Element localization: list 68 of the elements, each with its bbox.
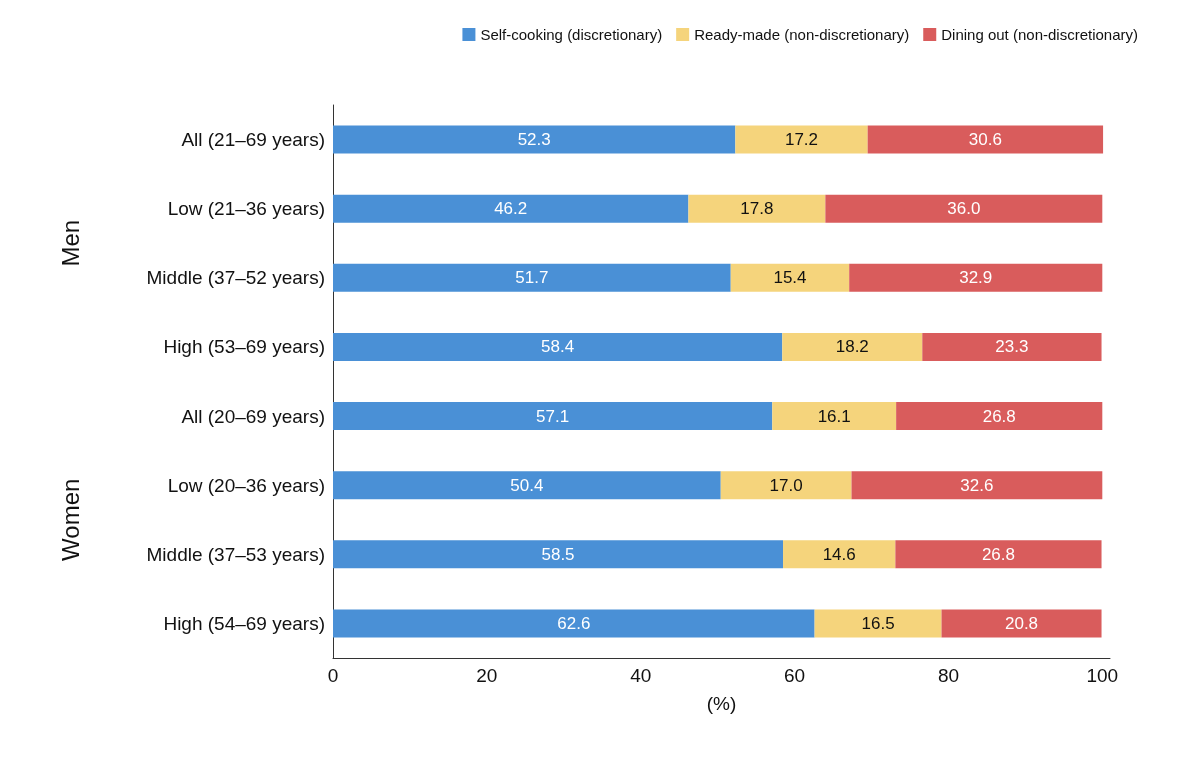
- bar: [851, 471, 1103, 500]
- data-label: 26.8: [982, 406, 1016, 426]
- y-tick-label: Low (21–36 years): [167, 198, 325, 220]
- data-label: 17.8: [740, 199, 774, 219]
- data-label: 57.1: [536, 406, 570, 426]
- bar: [333, 402, 773, 431]
- data-label: 50.4: [510, 475, 544, 495]
- data-label: 14.6: [822, 544, 856, 564]
- data-label: 51.7: [515, 268, 549, 288]
- bar: [867, 125, 1104, 154]
- bar: [720, 471, 852, 500]
- bar: [895, 540, 1102, 569]
- bar: [772, 402, 897, 431]
- x-tick-label: 60: [784, 665, 806, 686]
- bar: [814, 609, 942, 638]
- bar: [730, 263, 850, 292]
- legend-label: Dining out (non-discretionary): [941, 26, 1139, 43]
- data-label: 26.8: [981, 544, 1015, 564]
- data-label: 16.1: [817, 406, 851, 426]
- bar: [922, 332, 1102, 361]
- data-label: 17.0: [769, 475, 803, 495]
- data-label: 58.5: [541, 544, 575, 564]
- bar: [688, 194, 826, 223]
- bar: [333, 332, 783, 361]
- legend-label: Ready-made (non-discretionary): [694, 26, 910, 43]
- x-tick-label: 0: [327, 665, 339, 686]
- bar: [825, 194, 1103, 223]
- y-tick-label: All (21–69 years): [181, 129, 325, 151]
- data-label: 32.9: [959, 268, 993, 288]
- x-tick-label: 40: [630, 665, 652, 686]
- data-label: 46.2: [494, 199, 528, 219]
- bar: [333, 540, 784, 569]
- bar: [333, 125, 736, 154]
- data-label: 32.6: [960, 475, 994, 495]
- bar: [896, 402, 1103, 431]
- data-label: 58.4: [541, 337, 575, 357]
- x-tick-label: 100: [1086, 665, 1119, 686]
- data-label: 15.4: [773, 268, 807, 288]
- bar: [782, 332, 923, 361]
- bar: [941, 609, 1102, 638]
- legend-label: Self-cooking (discretionary): [480, 26, 663, 43]
- y-tick-label: All (20–69 years): [181, 405, 325, 427]
- data-label: 30.6: [968, 130, 1002, 150]
- data-label: 17.2: [784, 130, 819, 150]
- data-label: 16.5: [861, 613, 895, 633]
- bar: [333, 263, 731, 292]
- data-label: 62.6: [557, 613, 591, 633]
- y-tick-label: High (53–69 years): [163, 336, 325, 358]
- y-tick-label: Middle (37–53 years): [146, 543, 325, 565]
- data-label: 36.0: [947, 199, 981, 219]
- bar: [333, 609, 815, 638]
- x-tick-label: 20: [476, 665, 498, 686]
- data-label: 18.2: [835, 337, 869, 357]
- bar: [783, 540, 896, 569]
- y-tick-label: Low (20–36 years): [167, 474, 325, 496]
- data-label: 20.8: [1004, 613, 1039, 633]
- x-axis-title: (%): [706, 693, 737, 714]
- x-tick-label: 80: [937, 665, 960, 686]
- data-label: 23.3: [995, 337, 1029, 357]
- bar: [735, 125, 868, 154]
- y-tick-label: High (54–69 years): [163, 612, 325, 634]
- bar: [333, 194, 689, 223]
- bar: [849, 263, 1103, 292]
- data-label: 52.3: [517, 130, 551, 150]
- y-tick-label: Middle (37–52 years): [146, 267, 325, 289]
- text: Men: [56, 219, 84, 267]
- text: Women: [56, 478, 84, 561]
- bar: [333, 471, 721, 500]
